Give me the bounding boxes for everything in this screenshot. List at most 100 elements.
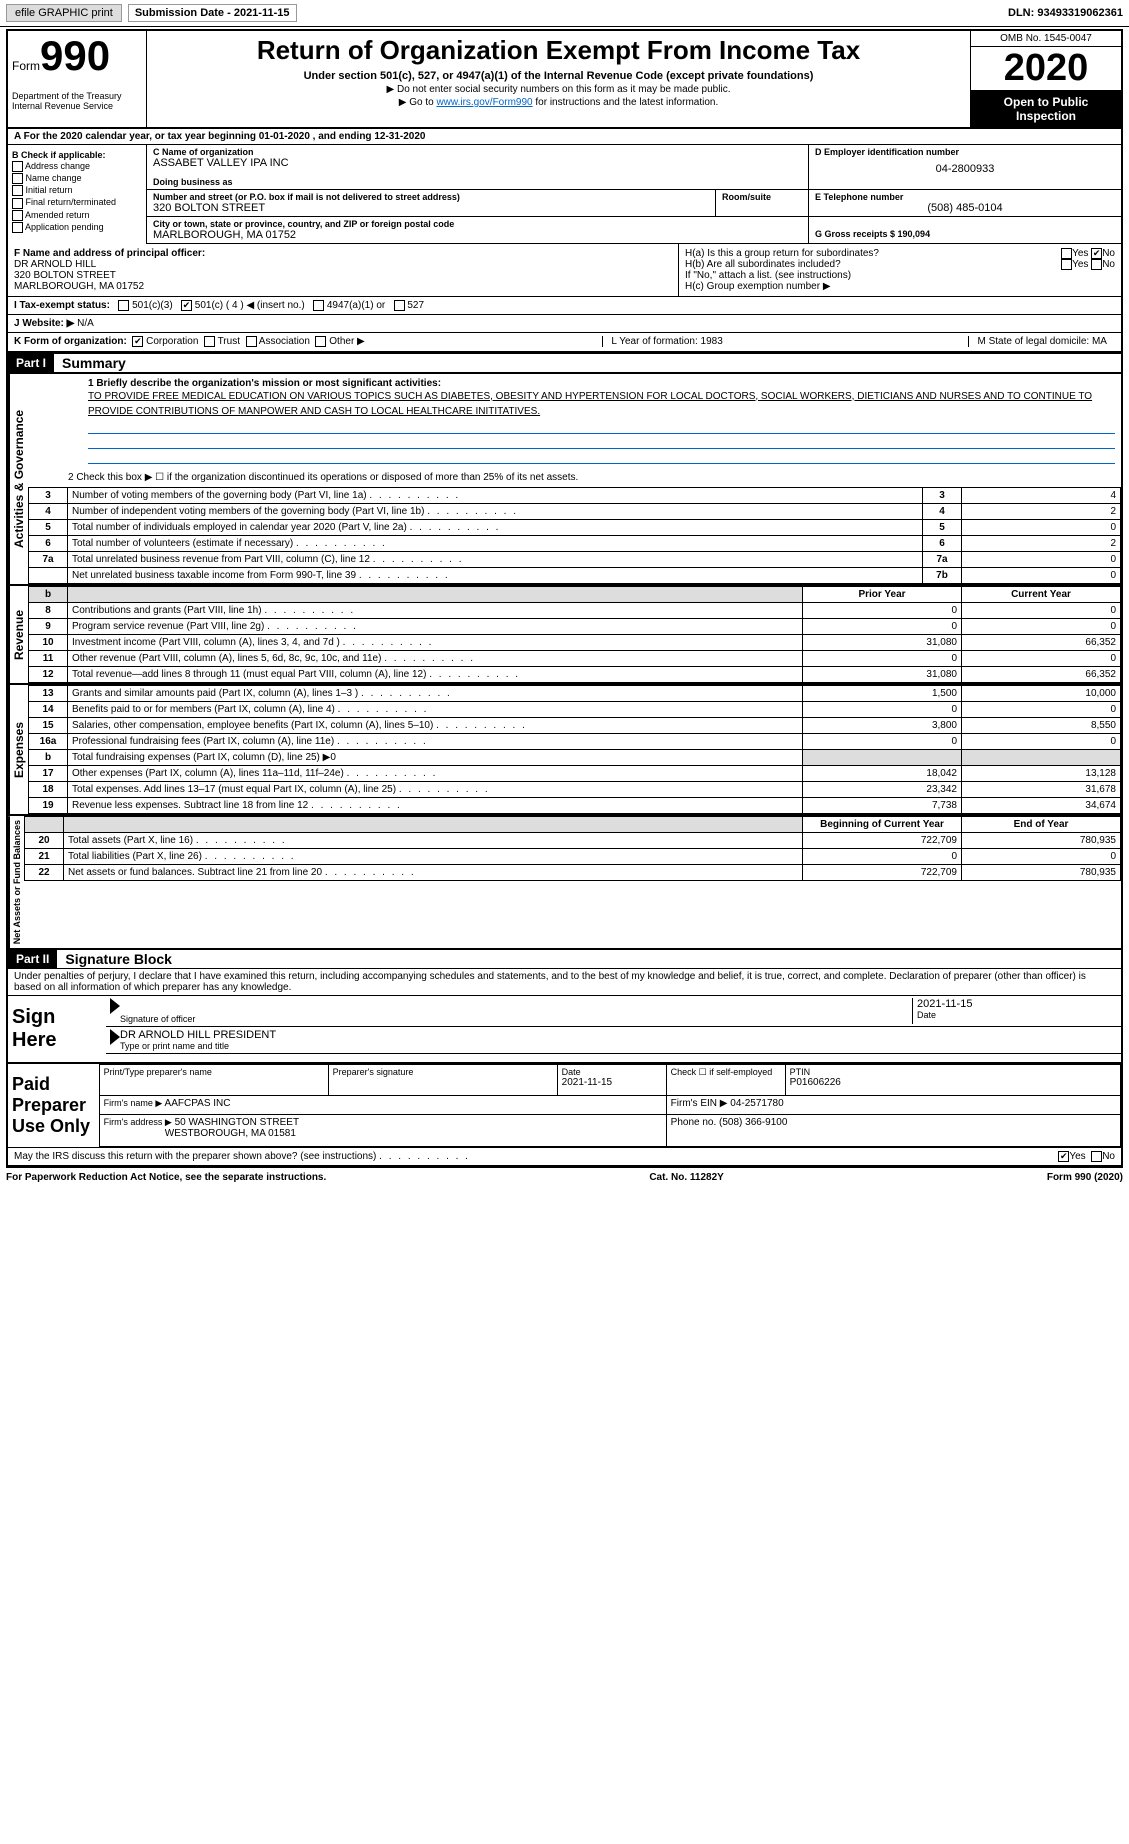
chk-name-change[interactable]: Name change — [12, 173, 142, 184]
table-row: 6Total number of volunteers (estimate if… — [29, 535, 1121, 551]
chk-527[interactable] — [394, 300, 405, 311]
efile-print-button[interactable]: efile GRAPHIC print — [6, 4, 122, 22]
firm-phone: Phone no. (508) 366-9100 — [666, 1114, 1120, 1146]
ptin-label: PTIN — [790, 1067, 1116, 1077]
m-state-domicile: M State of legal domicile: MA — [968, 336, 1115, 347]
phone-value: (508) 485-0104 — [815, 202, 1115, 214]
opt-assoc: Association — [259, 337, 310, 348]
blank-line-1 — [88, 419, 1115, 434]
discuss-yes-chk[interactable]: ✔ — [1058, 1151, 1069, 1162]
chk-501c3[interactable] — [118, 300, 129, 311]
table-row: 13Grants and similar amounts paid (Part … — [29, 685, 1121, 701]
chk-trust[interactable] — [204, 336, 215, 347]
opt-4947: 4947(a)(1) or — [327, 300, 385, 311]
part1-title: Summary — [54, 355, 126, 371]
chk-application-pending[interactable]: Application pending — [12, 222, 142, 233]
open-to-public: Open to Public Inspection — [971, 91, 1121, 127]
paid-preparer-label: Paid Preparer Use Only — [8, 1064, 99, 1147]
opt-corp: Corporation — [146, 337, 198, 348]
vert-expenses: Expenses — [8, 685, 28, 814]
ha-no: No — [1102, 248, 1115, 259]
chk-corp[interactable]: ✔ — [132, 336, 143, 347]
gross-receipts: G Gross receipts $ 190,094 — [815, 219, 1115, 239]
arrow-icon — [110, 998, 120, 1014]
table-row: 9Program service revenue (Part VIII, lin… — [29, 618, 1121, 634]
form-note-1: ▶ Do not enter social security numbers o… — [155, 84, 962, 95]
chk-address-change[interactable]: Address change — [12, 161, 142, 172]
firm-ein: Firm's EIN ▶ 04-2571780 — [666, 1095, 1120, 1114]
section-b-title: B Check if applicable: — [12, 150, 142, 160]
section-klm: K Form of organization: ✔ Corporation Tr… — [8, 333, 1121, 351]
table-row: Net unrelated business taxable income fr… — [29, 567, 1121, 583]
sign-here-label: Sign Here — [8, 996, 106, 1062]
form-note-2: ▶ Go to www.irs.gov/Form990 for instruct… — [155, 97, 962, 108]
revenue-table: bPrior YearCurrent Year 8Contributions a… — [28, 586, 1121, 683]
part2-header-row: Part II Signature Block — [8, 948, 1121, 969]
table-row: 10Investment income (Part VIII, column (… — [29, 634, 1121, 650]
form-subtitle: Under section 501(c), 527, or 4947(a)(1)… — [155, 70, 962, 82]
hb-no: No — [1102, 259, 1115, 270]
form-header: Form990 Department of the Treasury Inter… — [8, 31, 1121, 129]
firm-addr2: WESTBOROUGH, MA 01581 — [165, 1128, 296, 1139]
hb-label: H(b) Are all subordinates included? — [685, 259, 841, 270]
goto-prefix: ▶ Go to — [399, 97, 437, 108]
table-row: 18Total expenses. Add lines 13–17 (must … — [29, 781, 1121, 797]
hdr-beginning-year: Beginning of Current Year — [803, 816, 962, 832]
prep-date-label: Date — [562, 1067, 662, 1077]
j-value: N/A — [77, 318, 94, 329]
dept-treasury: Department of the Treasury Internal Reve… — [12, 91, 142, 111]
discuss-text: May the IRS discuss this return with the… — [14, 1151, 376, 1162]
declaration-text: Under penalties of perjury, I declare th… — [8, 969, 1121, 996]
dln: DLN: 93493319062361 — [1008, 7, 1123, 19]
submission-date-box: Submission Date - 2021-11-15 — [128, 4, 297, 22]
city-value: MARLBOROUGH, MA 01752 — [153, 229, 802, 241]
org-name-label: C Name of organization — [153, 147, 802, 157]
hdr-end-year: End of Year — [962, 816, 1121, 832]
form-container: Form990 Department of the Treasury Inter… — [6, 29, 1123, 1168]
hb-no-chk[interactable] — [1091, 259, 1102, 270]
opt-501c: 501(c) ( 4 ) ◀ (insert no.) — [195, 300, 305, 311]
i-label: I Tax-exempt status: — [14, 300, 110, 311]
ha-yes: Yes — [1072, 248, 1088, 259]
sign-date: 2021-11-15 — [917, 998, 1117, 1010]
ha-label: H(a) Is this a group return for subordin… — [685, 248, 879, 259]
addr-value: 320 BOLTON STREET — [153, 202, 709, 214]
net-assets-table: Beginning of Current YearEnd of Year 20T… — [24, 816, 1121, 881]
addr-label: Number and street (or P.O. box if mail i… — [153, 192, 709, 202]
table-row: 7aTotal unrelated business revenue from … — [29, 551, 1121, 567]
table-row: 8Contributions and grants (Part VIII, li… — [29, 602, 1121, 618]
table-row: 22Net assets or fund balances. Subtract … — [25, 864, 1121, 880]
discuss-yes: Yes — [1069, 1151, 1085, 1162]
tax-year: 2020 — [971, 47, 1121, 91]
table-row: 20Total assets (Part X, line 16) 722,709… — [25, 832, 1121, 848]
ha-no-chk[interactable]: ✔ — [1091, 248, 1102, 259]
vert-net-assets: Net Assets or Fund Balances — [8, 816, 24, 948]
table-row: 12Total revenue—add lines 8 through 11 (… — [29, 666, 1121, 682]
prep-self-employed[interactable]: Check ☐ if self-employed — [666, 1064, 785, 1095]
chk-501c[interactable]: ✔ — [181, 300, 192, 311]
discuss-no-chk[interactable] — [1091, 1151, 1102, 1162]
table-row: 5Total number of individuals employed in… — [29, 519, 1121, 535]
table-row: 14Benefits paid to or for members (Part … — [29, 701, 1121, 717]
table-row: 15Salaries, other compensation, employee… — [29, 717, 1121, 733]
chk-amended-return[interactable]: Amended return — [12, 210, 142, 221]
chk-assoc[interactable] — [246, 336, 257, 347]
hdr-current-year: Current Year — [962, 586, 1121, 602]
hc-label: H(c) Group exemption number ▶ — [685, 281, 1115, 292]
chk-final-return[interactable]: Final return/terminated — [12, 197, 142, 208]
chk-4947[interactable] — [313, 300, 324, 311]
section-b-checkboxes: B Check if applicable: Address change Na… — [8, 145, 147, 244]
hb-yes-chk[interactable] — [1061, 259, 1072, 270]
vert-revenue: Revenue — [8, 586, 28, 683]
opt-trust: Trust — [218, 337, 240, 348]
table-row: 11Other revenue (Part VIII, column (A), … — [29, 650, 1121, 666]
footer-center: Cat. No. 11282Y — [649, 1172, 723, 1183]
officer-addr1: 320 BOLTON STREET — [14, 270, 672, 281]
arrow-icon-2 — [110, 1029, 120, 1045]
chk-initial-return[interactable]: Initial return — [12, 185, 142, 196]
mission-text: TO PROVIDE FREE MEDICAL EDUCATION ON VAR… — [88, 389, 1115, 419]
chk-other[interactable] — [315, 336, 326, 347]
table-row: bTotal fundraising expenses (Part IX, co… — [29, 749, 1121, 765]
ha-yes-chk[interactable] — [1061, 248, 1072, 259]
irs-link[interactable]: www.irs.gov/Form990 — [436, 97, 532, 108]
